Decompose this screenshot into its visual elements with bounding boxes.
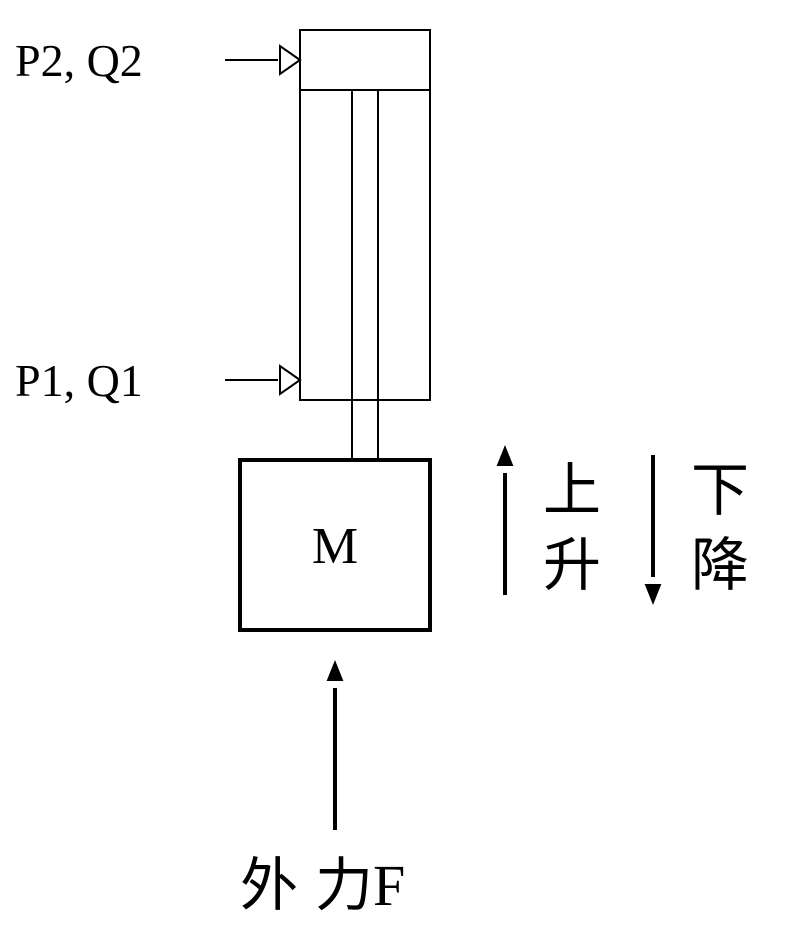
up-label: 升 [543,533,601,598]
cylinder [300,30,430,460]
down-label: 下 [691,458,749,523]
force-label: 外 [240,853,298,918]
force-label: 力F [315,853,405,918]
up-indicator: 上升 [497,445,601,598]
port-p2-label: P2, Q2 [15,35,143,86]
port-p1-label: P1, Q1 [15,355,143,406]
external-force: 外力F [240,660,405,918]
mass-box: M [240,460,430,630]
mass-label: M [312,518,358,575]
port-p2: P2, Q2 [15,35,300,86]
down-indicator: 下降 [645,455,749,605]
down-label: 降 [691,533,749,598]
up-label: 上 [543,458,601,523]
port-p1: P1, Q1 [15,355,300,406]
